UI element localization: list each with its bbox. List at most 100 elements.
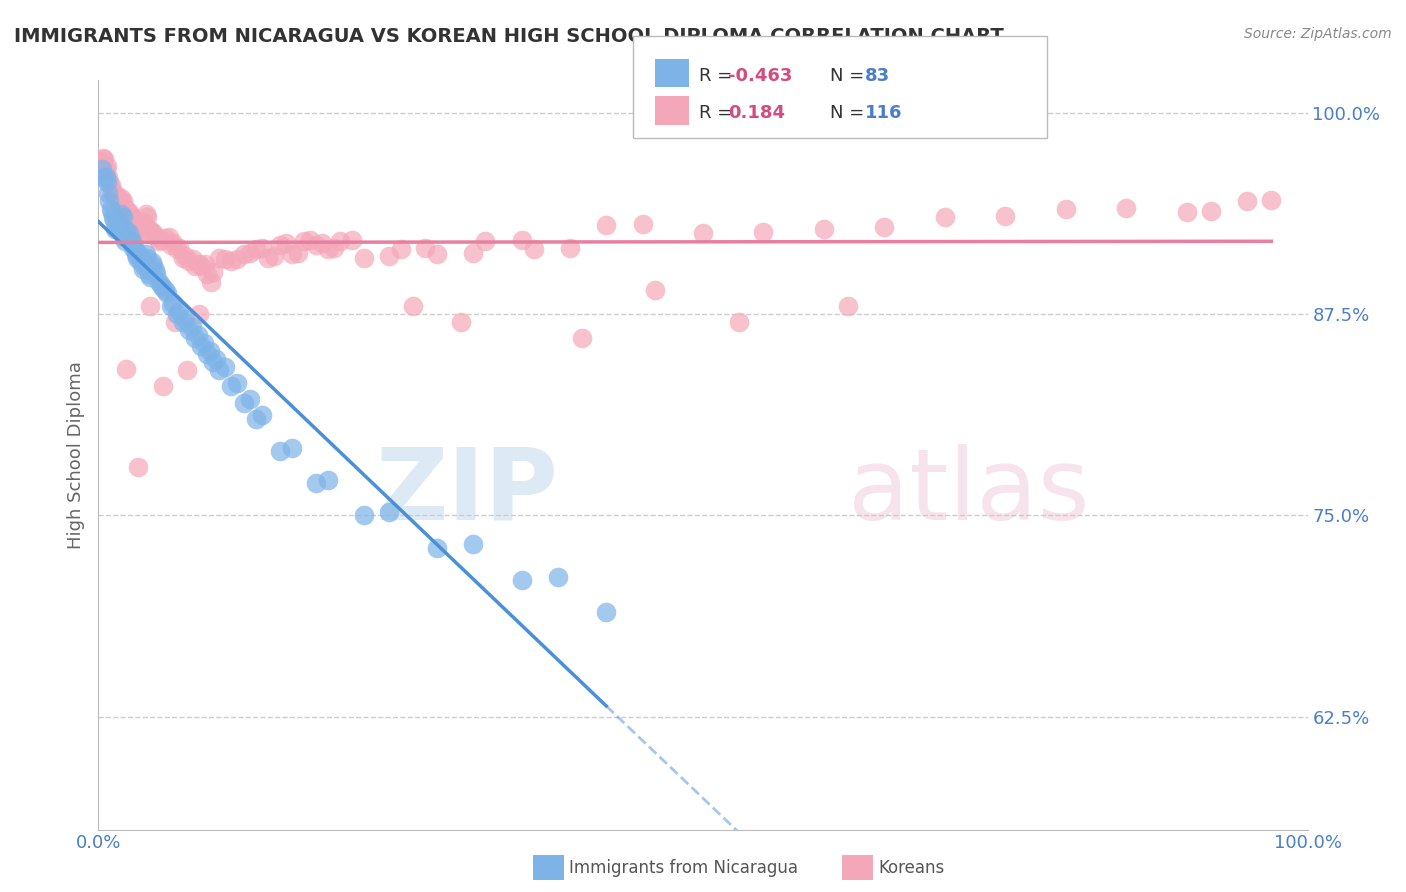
Point <box>110 207 132 221</box>
Point <box>214 360 236 375</box>
Point <box>256 251 278 265</box>
Point <box>571 331 593 345</box>
Point <box>156 285 179 300</box>
Point <box>250 409 273 423</box>
Point <box>1054 202 1077 217</box>
Point <box>169 241 191 255</box>
Point <box>153 231 176 245</box>
Point <box>377 505 399 519</box>
Point <box>198 343 221 358</box>
Point <box>181 252 204 267</box>
Point <box>281 441 304 455</box>
Point <box>176 363 198 377</box>
Text: atlas: atlas <box>848 444 1090 541</box>
Text: 83: 83 <box>865 67 890 85</box>
Point <box>474 235 496 249</box>
Point <box>118 205 141 219</box>
Point <box>595 605 617 619</box>
Text: 116: 116 <box>865 104 903 122</box>
Point <box>152 379 174 393</box>
Point <box>316 473 339 487</box>
Text: R =: R = <box>699 67 738 85</box>
Point <box>180 319 202 334</box>
Point <box>426 541 449 555</box>
Point <box>152 281 174 295</box>
Point <box>135 247 157 261</box>
Point <box>112 229 135 244</box>
Point <box>523 243 546 257</box>
Point <box>104 221 127 235</box>
Point <box>166 243 188 257</box>
Text: N =: N = <box>830 104 869 122</box>
Point <box>118 227 141 241</box>
Point <box>1260 193 1282 207</box>
Point <box>121 235 143 249</box>
Point <box>141 225 163 239</box>
Text: -0.463: -0.463 <box>728 67 793 85</box>
Point <box>274 235 297 250</box>
Point <box>138 267 160 281</box>
Point <box>97 186 120 200</box>
Point <box>117 203 139 218</box>
Text: Koreans: Koreans <box>879 859 945 877</box>
Point <box>91 151 114 165</box>
Point <box>208 363 231 377</box>
Point <box>93 153 115 167</box>
Point <box>96 175 118 189</box>
Point <box>184 331 207 345</box>
Point <box>162 235 184 250</box>
Point <box>115 361 138 376</box>
Point <box>174 311 197 326</box>
Point <box>287 245 309 260</box>
Point <box>195 347 218 361</box>
Point <box>342 233 364 247</box>
Point <box>105 189 128 203</box>
Point <box>299 233 322 247</box>
Point <box>118 233 141 247</box>
Point <box>100 205 122 219</box>
Point <box>129 251 152 265</box>
Point <box>1115 201 1137 215</box>
Point <box>160 299 183 313</box>
Point <box>111 211 134 225</box>
Point <box>187 257 209 271</box>
Point <box>179 323 201 337</box>
Point <box>728 315 751 329</box>
Point <box>96 159 118 173</box>
Point <box>463 245 485 260</box>
Point <box>813 221 835 235</box>
Point <box>1175 205 1198 219</box>
Point <box>402 299 425 313</box>
Point <box>873 219 896 234</box>
Point <box>94 169 117 184</box>
Point <box>125 247 148 261</box>
Point <box>547 569 569 583</box>
Point <box>166 307 188 321</box>
Point <box>169 303 191 318</box>
Point <box>305 237 328 252</box>
Point <box>631 217 654 231</box>
Point <box>91 153 114 168</box>
Point <box>150 277 173 292</box>
Point <box>103 189 125 203</box>
Point <box>250 241 273 255</box>
Point <box>122 241 145 255</box>
Point <box>311 235 333 250</box>
Point <box>132 261 155 276</box>
Point <box>194 257 217 271</box>
Point <box>214 252 236 267</box>
Text: Source: ZipAtlas.com: Source: ZipAtlas.com <box>1244 27 1392 41</box>
Point <box>195 267 218 281</box>
Point <box>232 395 254 409</box>
Point <box>1199 203 1222 218</box>
Point <box>281 247 304 261</box>
Point <box>692 227 714 241</box>
Point <box>239 245 262 260</box>
Point <box>134 219 156 233</box>
Point <box>145 229 167 244</box>
Text: IMMIGRANTS FROM NICARAGUA VS KOREAN HIGH SCHOOL DIPLOMA CORRELATION CHART: IMMIGRANTS FROM NICARAGUA VS KOREAN HIGH… <box>14 27 1004 45</box>
Point <box>200 275 222 289</box>
Point <box>150 233 173 247</box>
Point <box>128 225 150 239</box>
Point <box>187 327 209 342</box>
